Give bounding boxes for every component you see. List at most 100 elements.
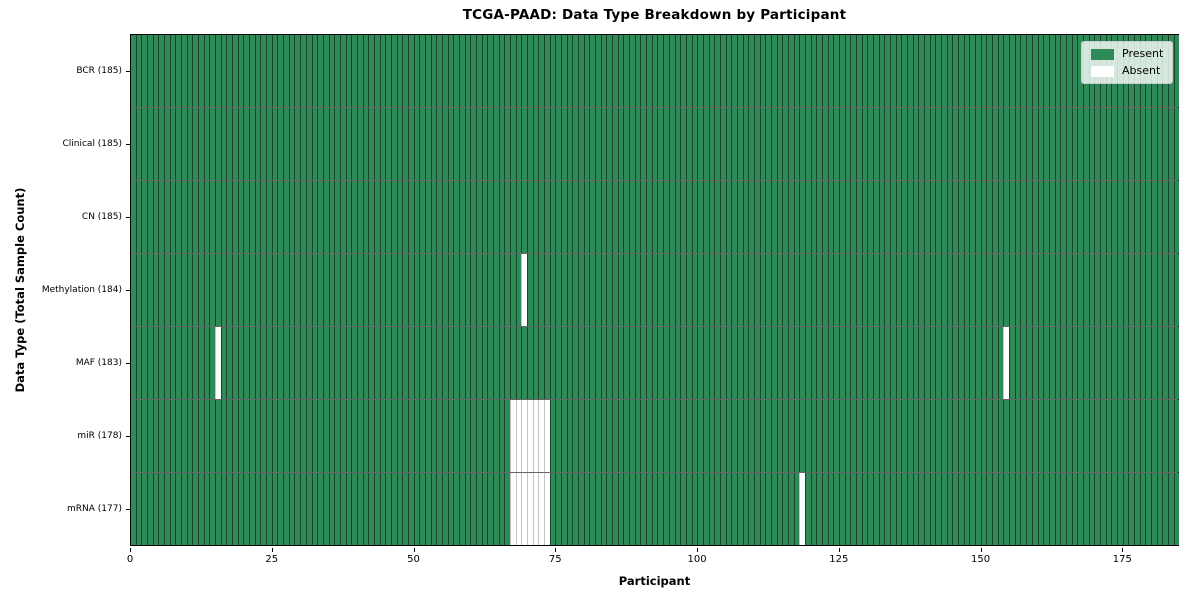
heatmap-cell-present: [1122, 254, 1129, 326]
legend-item: Absent: [1091, 64, 1163, 77]
heatmap-cell-present: [634, 108, 641, 180]
heatmap-cell-present: [651, 108, 658, 180]
y-tick-mark: [126, 143, 130, 145]
heatmap-cell-present: [271, 181, 278, 253]
heatmap-cell-present: [787, 181, 794, 253]
heatmap-cell-present: [804, 473, 811, 545]
heatmap-cell-present: [702, 181, 709, 253]
heatmap-cell-present: [912, 35, 919, 107]
heatmap-cell-present: [334, 35, 340, 107]
heatmap-cell-present: [379, 473, 386, 545]
heatmap-cell-present: [776, 35, 783, 107]
x-tick-mark: [413, 547, 415, 552]
heatmap-cell-present: [249, 254, 255, 326]
heatmap-cell-present: [958, 254, 964, 326]
y-tick-mark: [126, 436, 130, 438]
heatmap-cell-present: [430, 327, 437, 399]
heatmap-cell-present: [373, 181, 380, 253]
heatmap-cell-present: [958, 181, 964, 253]
heatmap-cell-present: [232, 473, 238, 545]
heatmap-cell-present: [1065, 181, 1072, 253]
heatmap-cell-present: [736, 254, 743, 326]
heatmap-cell-present: [407, 108, 414, 180]
heatmap-cell-present: [1173, 473, 1180, 545]
heatmap-cell-present: [844, 181, 851, 253]
heatmap-cell-present: [305, 108, 312, 180]
heatmap-cell-present: [373, 254, 380, 326]
heatmap-cell-present: [691, 35, 698, 107]
heatmap-cell-present: [980, 35, 987, 107]
heatmap-cell-present: [368, 400, 374, 472]
x-tick-label: 0: [126, 554, 134, 565]
heatmap-cell-present: [663, 35, 669, 107]
heatmap-cell-present: [475, 327, 482, 399]
heatmap-cell-present: [821, 473, 828, 545]
heatmap-cell-present: [1133, 473, 1140, 545]
heatmap-cell-present: [322, 254, 329, 326]
heatmap-cell-present: [952, 181, 959, 253]
heatmap-cell-present: [555, 254, 562, 326]
heatmap-cell-present: [787, 473, 794, 545]
heatmap-cell-present: [1128, 473, 1134, 545]
heatmap-cell-present: [1071, 254, 1078, 326]
heatmap-cell-present: [884, 327, 891, 399]
heatmap-cell-present: [589, 181, 596, 253]
heatmap-cell-present: [1071, 400, 1078, 472]
heatmap-cell-present: [379, 35, 386, 107]
heatmap-cell-present: [816, 108, 822, 180]
heatmap-cell-present: [493, 181, 499, 253]
heatmap-row: [131, 399, 1180, 472]
heatmap-cell-present: [731, 254, 737, 326]
heatmap-cell-present: [1133, 181, 1140, 253]
heatmap-cell-present: [572, 327, 579, 399]
heatmap-cell-present: [929, 254, 936, 326]
heatmap-cell-present: [152, 473, 159, 545]
heatmap-cell-present: [742, 254, 749, 326]
heatmap-cell-present: [578, 473, 584, 545]
heatmap-cell-present: [1003, 35, 1010, 107]
heatmap-cell-present: [481, 473, 488, 545]
heatmap-cell-present: [1065, 327, 1072, 399]
heatmap-cell-present: [555, 473, 562, 545]
heatmap-cell-present: [674, 473, 681, 545]
heatmap-cell-present: [850, 254, 856, 326]
heatmap-cell-present: [504, 473, 511, 545]
heatmap-cell-present: [164, 400, 170, 472]
heatmap-cell-present: [912, 327, 919, 399]
heatmap-cell-present: [266, 327, 272, 399]
heatmap-cell-present: [385, 108, 391, 180]
heatmap-cell-present: [623, 400, 630, 472]
heatmap-cell-present: [850, 181, 856, 253]
heatmap-cell-present: [1133, 400, 1140, 472]
heatmap-cell-present: [782, 254, 788, 326]
heatmap-cell-present: [867, 473, 874, 545]
heatmap-cell-present: [135, 473, 142, 545]
heatmap-cell-present: [1026, 181, 1032, 253]
heatmap-cell-present: [1156, 400, 1163, 472]
heatmap-cell-present: [600, 35, 607, 107]
heatmap-cell-present: [356, 35, 363, 107]
heatmap-cell-present: [958, 400, 964, 472]
heatmap-cell-present: [226, 400, 233, 472]
heatmap-cell-present: [685, 254, 692, 326]
heatmap-cell-present: [1031, 35, 1038, 107]
heatmap-cell-present: [1122, 108, 1129, 180]
heatmap-cell-present: [475, 400, 482, 472]
heatmap-cell-present: [368, 327, 374, 399]
heatmap-cell-present: [430, 473, 437, 545]
heatmap-cell-present: [1139, 327, 1146, 399]
heatmap-cell-present: [430, 35, 437, 107]
heatmap-cell-present: [271, 108, 278, 180]
heatmap-cell-absent: [544, 400, 550, 472]
heatmap-cell-present: [254, 473, 261, 545]
heatmap-cell-present: [810, 254, 817, 326]
heatmap-cell-present: [362, 473, 369, 545]
heatmap-cell-present: [351, 400, 357, 472]
heatmap-cell-present: [164, 181, 170, 253]
heatmap-cell-present: [572, 400, 579, 472]
heatmap-cell-present: [215, 108, 221, 180]
heatmap-cell-present: [1077, 254, 1083, 326]
heatmap-cell-present: [833, 181, 839, 253]
heatmap-cell-present: [430, 254, 437, 326]
heatmap-cell-present: [821, 35, 828, 107]
